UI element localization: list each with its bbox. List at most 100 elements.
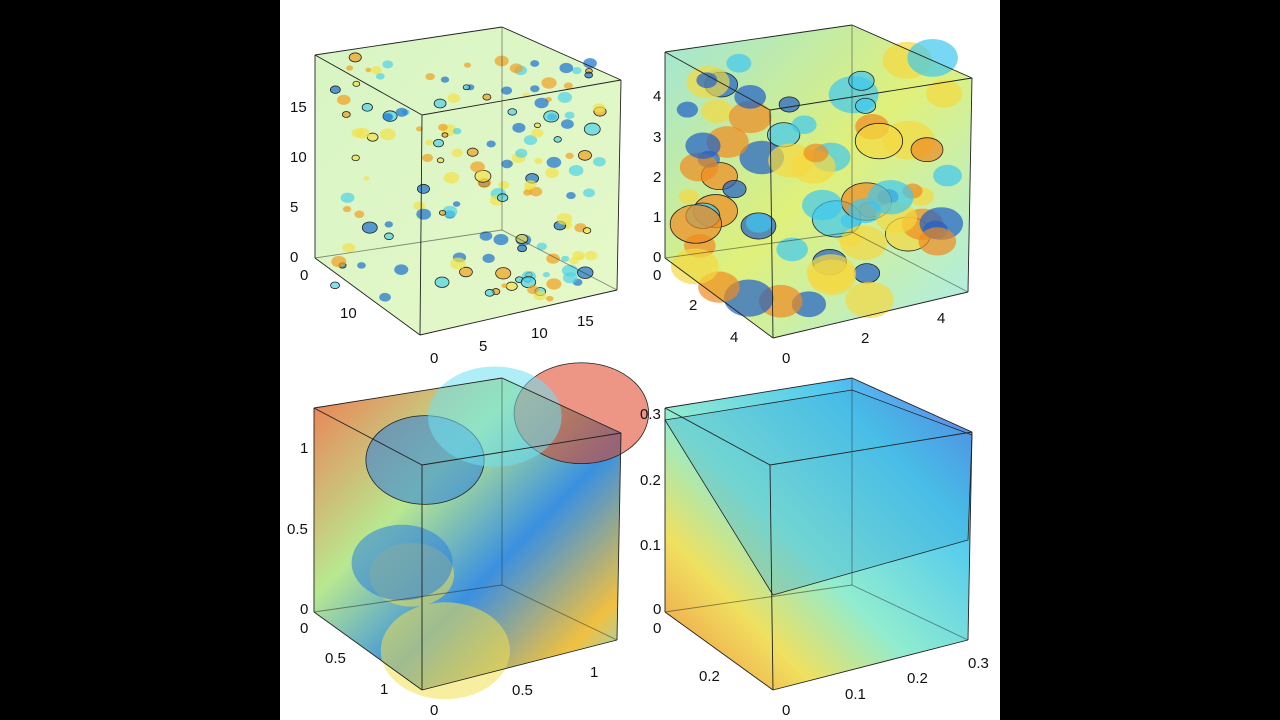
- isosurface-blob: [685, 132, 721, 159]
- volume-plot-3: [313, 362, 650, 700]
- isosurface-blob: [583, 188, 595, 198]
- isosurface-blob: [340, 192, 355, 203]
- isosurface-blob: [479, 231, 493, 241]
- cube-edge: [664, 51, 771, 111]
- isosurface-blob: [425, 73, 435, 81]
- isosurface-blob: [352, 80, 361, 87]
- isosurface-blob: [696, 72, 718, 89]
- isosurface-blob: [466, 147, 479, 157]
- cube-edge: [664, 257, 774, 339]
- cube-edge: [664, 584, 853, 613]
- isosurface-blob: [778, 96, 800, 113]
- z-tick: 4: [653, 88, 662, 105]
- isosurface-blob: [498, 180, 510, 190]
- isosurface-blob: [416, 208, 432, 220]
- cube-edge: [421, 639, 618, 691]
- isosurface-blob: [722, 179, 747, 199]
- isosurface-blob: [855, 97, 877, 114]
- cube-edge: [313, 377, 503, 409]
- cube-edge: [421, 432, 622, 466]
- isosurface-blob: [530, 85, 540, 93]
- isosurface-blob: [442, 205, 458, 218]
- z-tick: 0: [653, 249, 662, 266]
- isosurface-blob: [577, 266, 594, 279]
- isosurface-blob: [482, 93, 492, 101]
- isosurface-blob: [745, 213, 772, 233]
- cube-edge: [851, 584, 969, 641]
- isosurface-blob: [452, 201, 461, 207]
- z-tick: 2: [653, 169, 662, 186]
- isosurface-blob: [482, 253, 495, 263]
- volume-body: [665, 378, 972, 690]
- x-tick: 0: [430, 350, 439, 367]
- isosurface-blob: [569, 257, 579, 265]
- isosurface-blob: [546, 295, 554, 302]
- cube-edge: [851, 377, 973, 433]
- isosurface-blob: [486, 140, 496, 148]
- y-tick: 0: [653, 267, 662, 284]
- isosurface-blob: [459, 266, 473, 278]
- isosurface-blob: [557, 91, 573, 103]
- isosurface-blob: [561, 264, 578, 277]
- cube-edge: [967, 431, 973, 641]
- isosurface-blob: [848, 70, 875, 91]
- volume-plot-1: [314, 26, 622, 336]
- isosurface-blob: [351, 128, 364, 138]
- z-tick: 5: [290, 199, 299, 216]
- isosurface-blob: [462, 84, 471, 91]
- isosurface-blob: [542, 271, 550, 278]
- isosurface-blob: [363, 176, 370, 181]
- cube-edge: [616, 79, 622, 291]
- isosurface-blob: [507, 108, 518, 116]
- isosurface-blob: [593, 157, 606, 167]
- volume-plot-4: [664, 377, 973, 691]
- isosurface-blob: [433, 138, 444, 148]
- z-tick: 0: [290, 249, 299, 266]
- y-tick: 0: [300, 267, 309, 284]
- isosurface-blob: [546, 253, 560, 264]
- isosurface-blob: [515, 234, 529, 244]
- x-tick: 0: [430, 702, 439, 719]
- z-tick: 0: [653, 601, 662, 618]
- isosurface-blob: [438, 123, 448, 131]
- isosurface-blob: [670, 248, 719, 285]
- isosurface-blob: [351, 154, 360, 162]
- isosurface-blob: [840, 225, 887, 261]
- cube-edge: [421, 79, 622, 116]
- isosurface-blob: [536, 242, 547, 251]
- isosurface-blob: [933, 164, 962, 187]
- z-tick: 3: [653, 129, 662, 146]
- y-tick: 0.2: [699, 668, 720, 685]
- isosurface-blob: [501, 159, 513, 169]
- isosurface-blob: [441, 132, 449, 138]
- z-tick: 15: [290, 99, 307, 116]
- isosurface-blob: [571, 66, 582, 75]
- isosurface-blob: [524, 180, 537, 190]
- isosurface-blob: [802, 189, 843, 221]
- isosurface-blob: [384, 232, 394, 241]
- isosurface-blob: [584, 71, 593, 79]
- isosurface-blob: [342, 205, 352, 213]
- cube-edge: [501, 229, 618, 291]
- isosurface-blob: [545, 167, 560, 179]
- isosurface-blob: [543, 110, 560, 123]
- isosurface-blob: [357, 262, 366, 269]
- cube-edge: [313, 611, 423, 691]
- isosurface-blob: [734, 84, 767, 109]
- isosurface-blob: [375, 73, 385, 80]
- isosurface-blob: [354, 210, 365, 219]
- x-tick: 0: [782, 350, 791, 367]
- z-tick: 10: [290, 149, 307, 166]
- isosurface-blob: [566, 192, 576, 200]
- isosurface-blob: [527, 285, 539, 295]
- isosurface-blob: [416, 183, 430, 194]
- isosurface-blob: [395, 107, 408, 117]
- y-tick: 2: [689, 297, 698, 314]
- isosurface-blob: [434, 276, 450, 288]
- isosurface-blob: [848, 198, 882, 224]
- isosurface-blob: [361, 221, 378, 234]
- cube-edge: [664, 407, 771, 466]
- isosurface-blob: [495, 267, 512, 280]
- z-tick: 1: [653, 209, 662, 226]
- isosurface-blob: [379, 292, 391, 302]
